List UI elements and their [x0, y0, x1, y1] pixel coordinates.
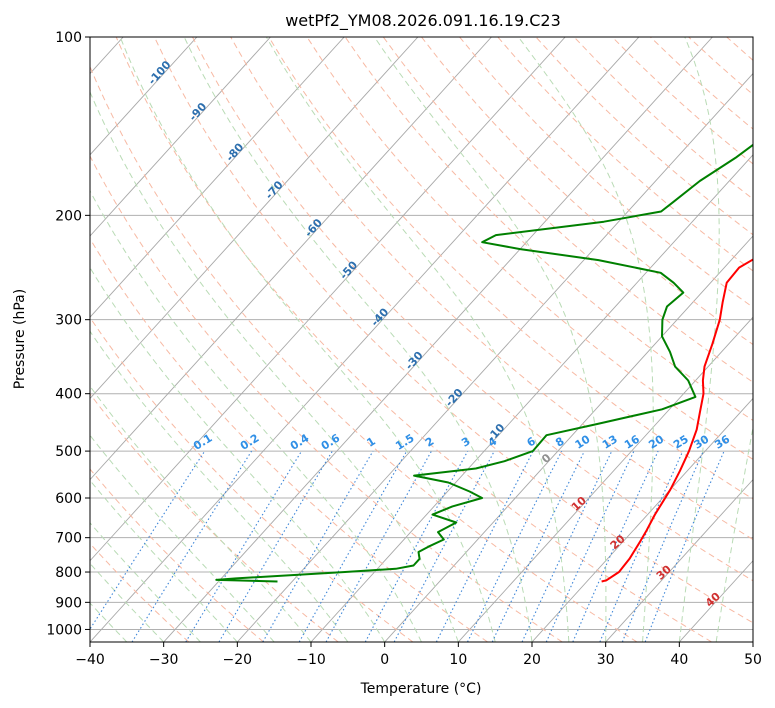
mixing-ratio-line [467, 450, 563, 642]
mixing-ratio-line [644, 450, 725, 642]
y-tick-label: 400 [55, 387, 82, 403]
dry-adiabat-line [90, 154, 563, 642]
x-tick-label: −40 [75, 652, 105, 668]
x-axis-label: Temperature (°C) [360, 681, 482, 697]
isotherm-line [457, 316, 753, 642]
x-tick-label: −20 [223, 652, 253, 668]
moist-adiabat-line [183, 37, 533, 642]
y-tick-label: 200 [55, 208, 82, 224]
x-tick-label: 0 [380, 652, 389, 668]
moist-adiabat-line [90, 330, 349, 642]
dewpoint-profile-line [215, 143, 753, 583]
dry-adiabat-line [459, 37, 753, 308]
mixing-ratio-line [90, 450, 206, 631]
x-tick-label: 40 [670, 652, 688, 668]
y-tick-label: 800 [55, 565, 82, 581]
isotherm-line [384, 235, 753, 642]
isotherm-line [90, 37, 198, 156]
moist-adiabat-line [678, 37, 720, 642]
isotherm-line [236, 72, 753, 642]
dry-adiabat-line [268, 37, 753, 500]
x-axis: −40 −30 −20 −10 0 10 20 30 40 50 [75, 642, 762, 668]
temperature-profile-line [601, 258, 753, 583]
isotherm-line [90, 37, 419, 400]
dry-adiabat-line [230, 37, 753, 541]
y-tick-label: 500 [55, 444, 82, 460]
dry-adiabat-line [153, 37, 753, 624]
y-tick-label: 700 [55, 531, 82, 547]
isotherm-line [90, 37, 566, 562]
dry-adiabat-line [90, 237, 488, 642]
isotherm-line [90, 37, 271, 237]
isotherm-line [531, 397, 753, 642]
mixing-ratio-line [325, 450, 432, 642]
y-tick-label: 300 [55, 313, 82, 329]
mixing-ratio-line [364, 450, 469, 642]
moist-adiabat-line [373, 37, 607, 642]
isotherm-line [90, 37, 345, 318]
moist-adiabat-line [715, 425, 753, 642]
dry-adiabat-line [306, 37, 753, 460]
mixing-ratio-line [572, 450, 659, 642]
moist-adiabat-line [119, 37, 496, 642]
moist-adiabat-line [90, 479, 238, 642]
x-tick-label: 20 [523, 652, 541, 668]
dry-adiabat-line [90, 468, 264, 642]
x-tick-label: 10 [449, 652, 467, 668]
chart-title: wetPf2_YM08.2026.091.16.19.C23 [285, 11, 561, 31]
mixing-ratio-line [621, 450, 704, 642]
sounding-series [215, 143, 753, 583]
mixing-ratio-line [599, 450, 684, 642]
dry-adiabat-line [192, 37, 753, 582]
isotherm-line [163, 37, 713, 642]
mixing-ratio-line [298, 450, 408, 642]
dry-adiabat-lines [90, 37, 753, 642]
isotherm-line [752, 641, 753, 642]
y-tick-label: 100 [55, 30, 82, 46]
isotherm-line [605, 478, 753, 642]
y-axis: 100 200 300 400 500 600 700 800 900 1000 [46, 30, 90, 638]
mixing-ratio-line [435, 450, 534, 642]
moist-adiabat-lines [90, 37, 753, 642]
mixing-ratio-line [185, 450, 303, 642]
y-axis-label: Pressure (hPa) [12, 289, 28, 389]
y-tick-label: 900 [55, 595, 82, 611]
dry-adiabat-line [90, 393, 339, 642]
x-tick-label: 30 [597, 652, 615, 668]
moist-adiabat-line [90, 266, 386, 642]
dry-adiabat-line [115, 37, 712, 642]
isotherm-line [90, 37, 492, 481]
moist-adiabat-line [265, 37, 570, 642]
dry-adiabat-line [90, 542, 190, 642]
y-tick-label: 1000 [46, 622, 82, 638]
moist-adiabat-line [90, 90, 459, 642]
x-tick-label: −10 [296, 652, 326, 668]
moist-adiabat-line [517, 37, 654, 642]
moist-adiabat-line [90, 385, 312, 642]
y-tick-label: 600 [55, 491, 82, 507]
x-tick-label: −30 [149, 652, 179, 668]
isotherm-lines [90, 37, 753, 642]
x-tick-label: 50 [744, 652, 762, 668]
mixing-ratio-lines [90, 450, 725, 642]
plot-frame [89, 36, 754, 643]
isotherm-line [90, 37, 640, 642]
